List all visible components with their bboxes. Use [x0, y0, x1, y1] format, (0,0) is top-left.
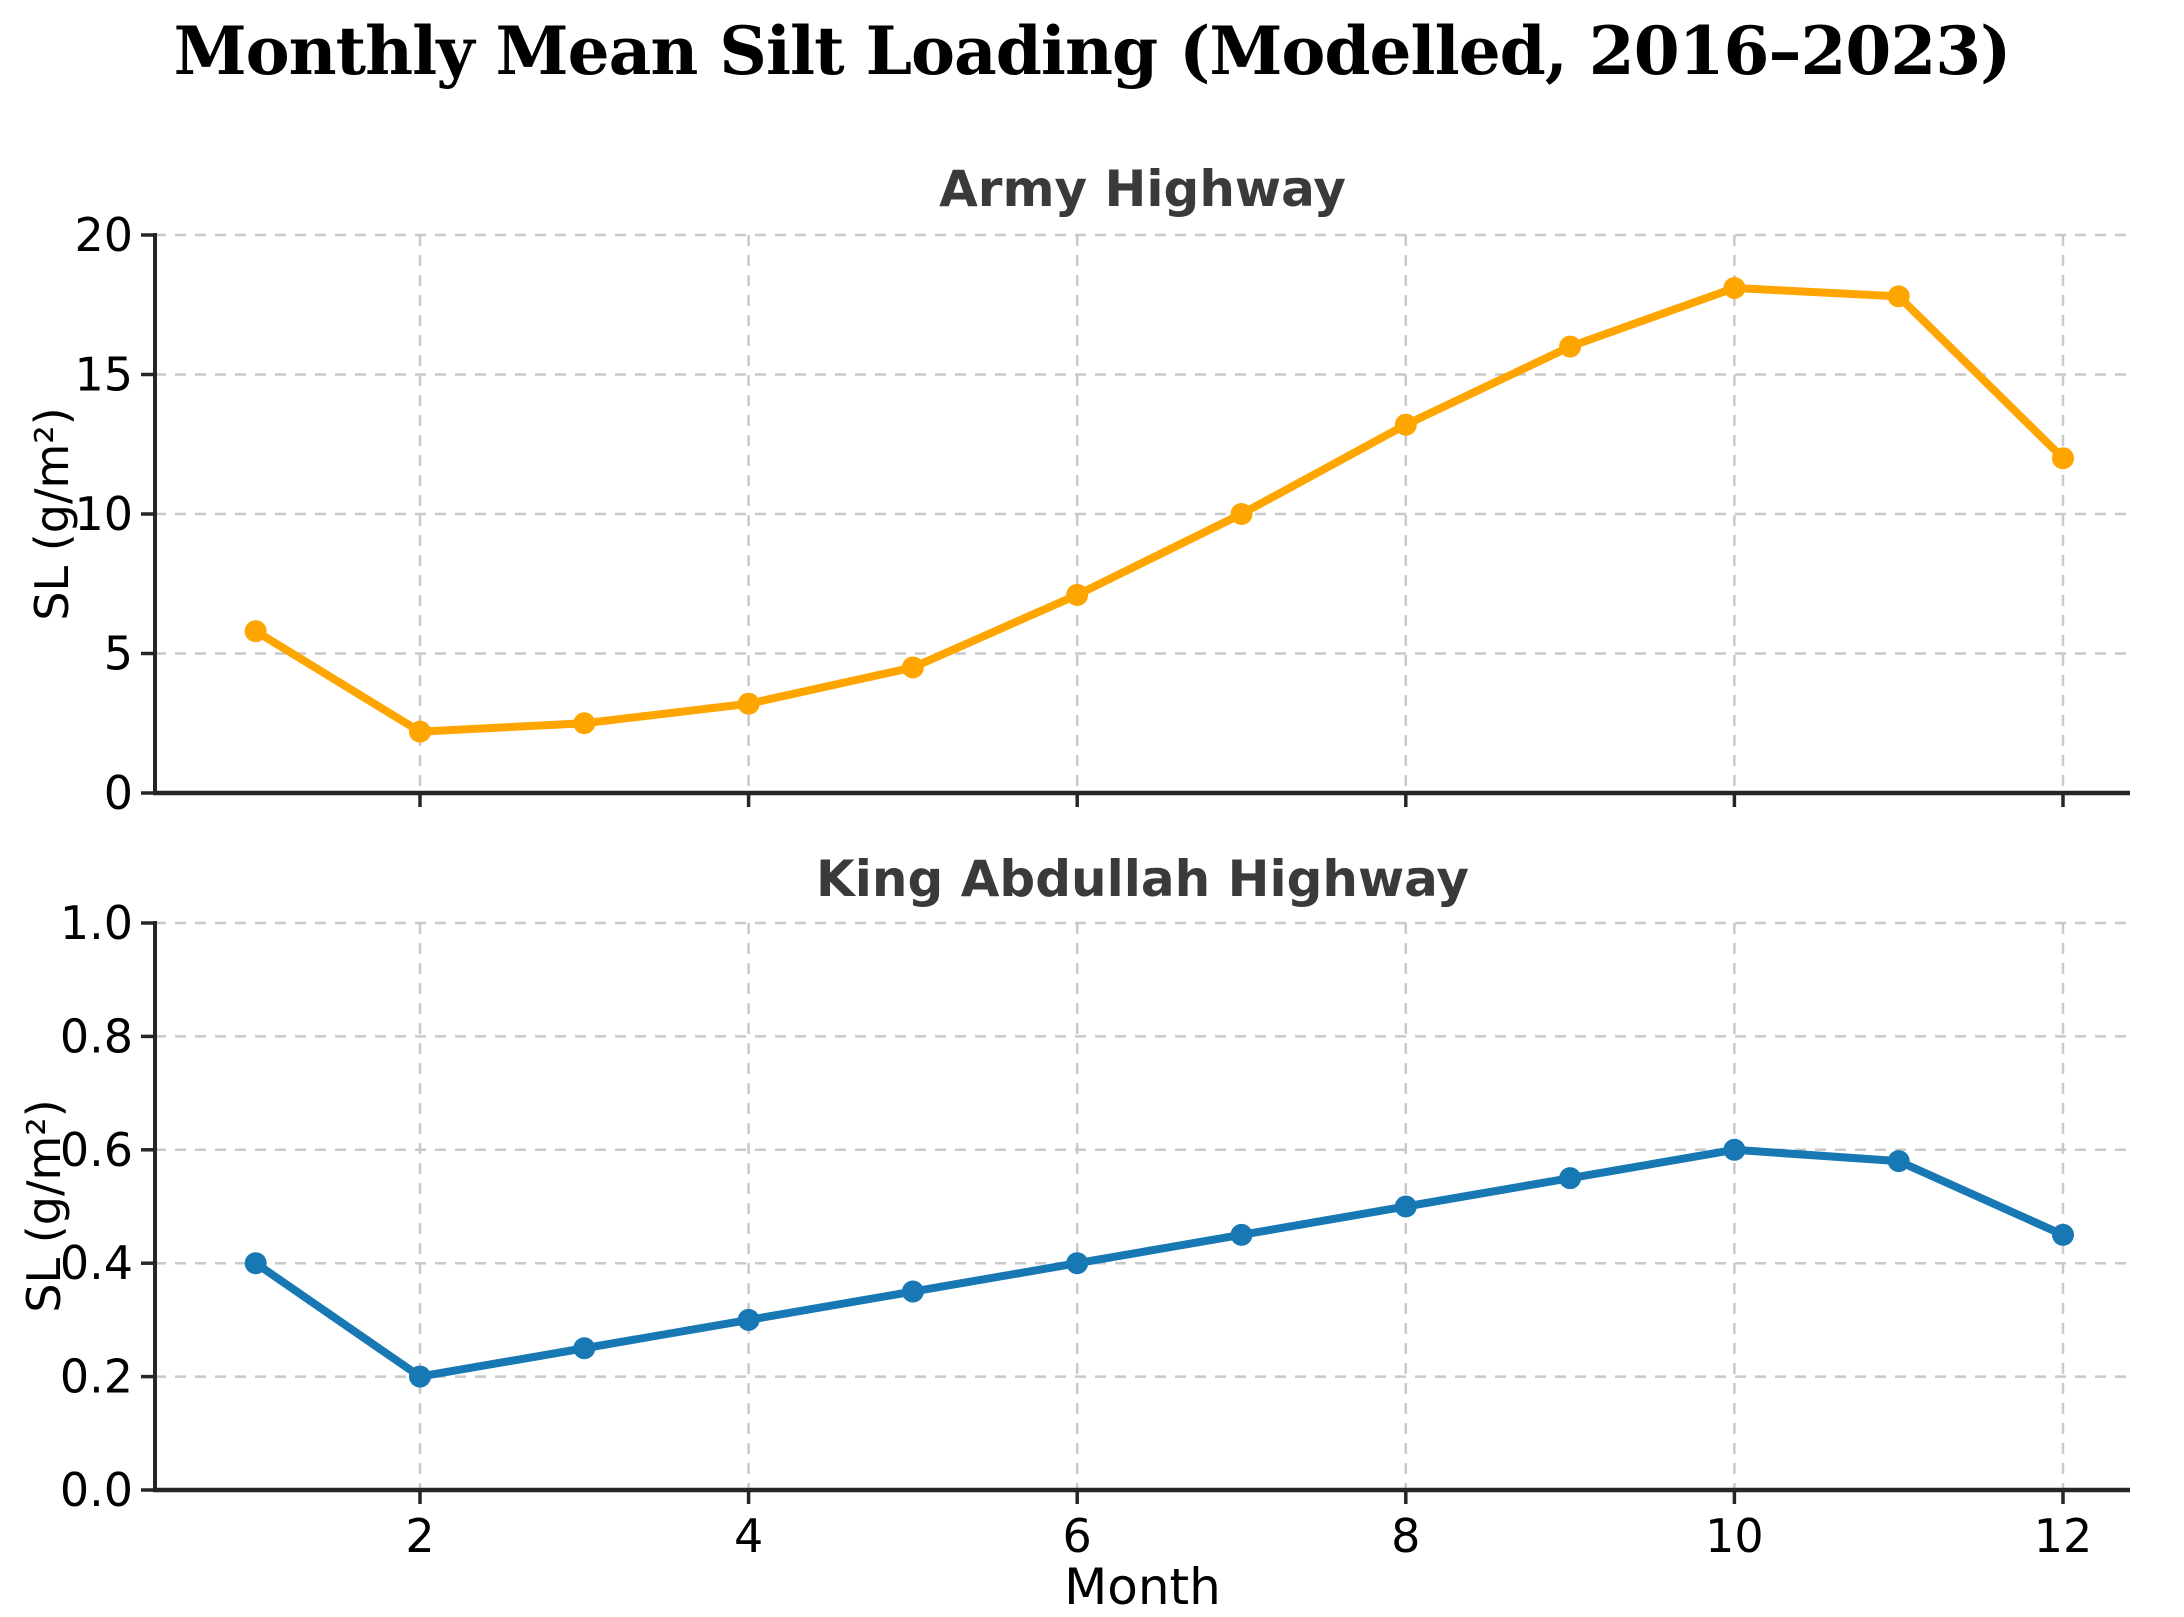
- y-tick-label: 20: [74, 208, 133, 262]
- x-tick-label: 8: [1391, 1509, 1420, 1563]
- x-tick-label: 4: [734, 1509, 763, 1563]
- data-point: [573, 1337, 596, 1360]
- y-tick-label: 0.8: [60, 1009, 133, 1063]
- data-point: [1230, 503, 1253, 525]
- data-point: [1230, 1223, 1253, 1246]
- data-point: [901, 1280, 924, 1303]
- figure-title: Monthly Mean Silt Loading (Modelled, 201…: [173, 12, 2012, 90]
- x-axis-label: Month: [1064, 1558, 1221, 1616]
- data-point: [901, 656, 924, 679]
- y-tick-label: 1.0: [60, 896, 133, 950]
- y-tick-label: 5: [104, 627, 133, 681]
- data-point: [1394, 413, 1417, 436]
- y-tick-label: 15: [74, 348, 133, 402]
- data-point: [1066, 583, 1089, 606]
- data-point: [1394, 1195, 1417, 1218]
- data-point: [409, 720, 431, 743]
- data-point: [244, 620, 267, 643]
- y-tick-label: 0.2: [60, 1350, 133, 1404]
- data-point: [1066, 1252, 1089, 1275]
- subplot-title-army-highway: Army Highway: [939, 160, 1346, 218]
- data-point: [573, 712, 596, 735]
- data-point: [1887, 1150, 1910, 1173]
- series-line-king-abdullah-highway: [251, 1145, 2067, 1381]
- x-tick-label: 2: [405, 1509, 434, 1563]
- data-point: [1887, 285, 1910, 308]
- data-point: [1723, 1138, 1746, 1161]
- subplot-1: 0.0 0.2 0.4 0.6 0.8 1.0 2 4 6 8 10 12: [60, 896, 2130, 1563]
- data-point: [1559, 335, 1582, 358]
- x-tick-label: 10: [1705, 1509, 1764, 1563]
- data-point: [1723, 277, 1746, 300]
- data-point: [2052, 1223, 2074, 1246]
- y-tick-label: 0.0: [60, 1463, 133, 1517]
- data-point: [409, 1365, 431, 1388]
- x-tick-label: 12: [2034, 1509, 2093, 1563]
- data-point: [1559, 1167, 1582, 1190]
- data-point: [244, 1252, 267, 1275]
- data-point: [737, 692, 760, 715]
- subplot-title-king-abdullah-highway: King Abdullah Highway: [816, 850, 1469, 908]
- y-tick-label: 0: [104, 766, 133, 820]
- y-tick-label: 0.4: [60, 1236, 133, 1290]
- data-point: [737, 1308, 760, 1331]
- data-point: [2052, 447, 2074, 470]
- x-tick-label: 6: [1063, 1509, 1092, 1563]
- series-line-army-highway: [251, 284, 2067, 736]
- y-tick-label: 0.6: [60, 1123, 133, 1177]
- subplot-0: 0 5 10 15 20: [74, 208, 2130, 820]
- y-tick-label: 10: [74, 487, 133, 541]
